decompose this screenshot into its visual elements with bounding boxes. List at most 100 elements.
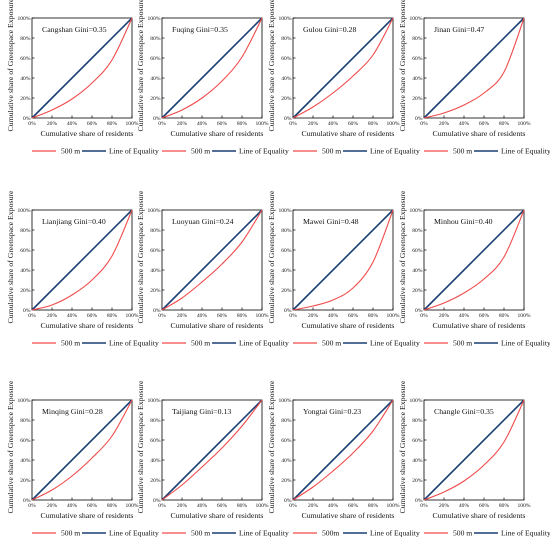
y-tick-label: 0% bbox=[415, 498, 423, 504]
plot-frame bbox=[161, 209, 263, 311]
x-tick-label: 100% bbox=[255, 313, 268, 319]
x-tick-label: 20% bbox=[308, 313, 319, 319]
chart-panel: 0%0% 20% 20% 40% 40% 60% 60% 80% 80% 100% 100% Chan… bbox=[398, 380, 550, 538]
legend-label-equality: Line of Equality bbox=[109, 529, 159, 538]
plot-frame bbox=[292, 399, 394, 501]
y-tick-label: 80% bbox=[412, 36, 423, 42]
plot-frame bbox=[31, 17, 133, 119]
legend-label-500m: 500 m bbox=[191, 147, 210, 156]
x-tick-label: 80% bbox=[237, 313, 248, 319]
y-tick-label: 80% bbox=[150, 36, 161, 42]
x-tick-label: 20% bbox=[177, 121, 188, 127]
lorenz-curve-500m bbox=[292, 209, 394, 311]
legend-label-equality: Line of Equality bbox=[239, 529, 289, 538]
line-of-equality bbox=[161, 209, 263, 311]
y-tick-label: 20% bbox=[20, 288, 31, 294]
y-tick-label: 60% bbox=[412, 56, 423, 62]
x-axis-label: Cumulative share of residents bbox=[302, 321, 395, 330]
x-tick-label: 60% bbox=[217, 503, 228, 509]
y-tick-label: 0% bbox=[153, 116, 161, 122]
legend-label-500m: 500 m bbox=[453, 529, 472, 538]
x-axis-label: Cumulative share of residents bbox=[433, 129, 526, 138]
y-tick-label: 60% bbox=[281, 56, 292, 62]
x-axis-label: Cumulative share of residents bbox=[171, 511, 264, 520]
x-tick-label: 100% bbox=[386, 121, 399, 127]
panel-title: Gulou Gini=0.28 bbox=[303, 25, 356, 34]
x-tick-label: 0% bbox=[289, 121, 297, 127]
legend-label-500m: 500 m bbox=[61, 339, 80, 348]
x-tick-label: 20% bbox=[177, 503, 188, 509]
lorenz-curve-500m bbox=[423, 17, 525, 119]
chart-panel: 0%0% 20% 20% 40% 40% 60% 60% 80% 80% 100% 100% Jina… bbox=[398, 0, 550, 156]
x-tick-label: 0% bbox=[158, 503, 166, 509]
y-axis-label: Cumulative share of Greenspace Exposure bbox=[6, 190, 15, 323]
legend-label-equality: Line of Equality bbox=[239, 339, 289, 348]
chart-panel: 0%0%20%20%40%40%60%60%80%80%100%100%Mawe… bbox=[267, 190, 420, 348]
line-of-equality bbox=[292, 399, 394, 501]
legend-label-equality: Line of Equality bbox=[370, 147, 420, 156]
legend-label-500m: 500 m bbox=[61, 147, 80, 156]
y-tick-label: 0% bbox=[415, 116, 423, 122]
x-tick-label: 80% bbox=[499, 121, 510, 127]
y-axis-label: Cumulative share of Greenspace Exposure bbox=[136, 380, 145, 513]
x-axis-label: Cumulative share of residents bbox=[302, 511, 395, 520]
x-axis-label: Cumulative share of residents bbox=[41, 129, 134, 138]
y-axis-label: Cumulative share of Greenspace Exposure bbox=[398, 190, 407, 323]
legend-label-equality: Line of Equality bbox=[501, 339, 550, 348]
y-axis-label: Cumulative share of Greenspace Exposure bbox=[136, 190, 145, 323]
line-of-equality bbox=[31, 17, 133, 119]
x-tick-label: 100% bbox=[517, 313, 530, 319]
legend-label-equality: Line of Equality bbox=[501, 529, 550, 538]
lorenz-curve-500m bbox=[31, 209, 133, 311]
legend-label-500m: 500 m bbox=[61, 529, 80, 538]
y-tick-label: 20% bbox=[20, 96, 31, 102]
legend-label-equality: Line of Equality bbox=[109, 147, 159, 156]
lorenz-curve-500m bbox=[423, 209, 525, 311]
lorenz-curve-500m bbox=[31, 17, 133, 119]
panel-title: Luoyuan Gini=0.24 bbox=[172, 217, 234, 226]
legend-label-equality: Line of Equality bbox=[370, 339, 420, 348]
y-tick-label: 20% bbox=[412, 288, 423, 294]
y-tick-label: 0% bbox=[153, 308, 161, 314]
y-tick-label: 0% bbox=[23, 498, 31, 504]
lorenz-curve-500m bbox=[423, 399, 525, 501]
y-tick-label: 80% bbox=[20, 418, 31, 424]
line-of-equality bbox=[161, 399, 263, 501]
panel-title: Yongtai Gini=0.23 bbox=[303, 407, 361, 416]
y-tick-label: 60% bbox=[281, 438, 292, 444]
panel-title: Mawei Gini=0.48 bbox=[303, 217, 359, 226]
legend-label-500m: 500 m bbox=[322, 339, 341, 348]
y-tick-label: 100% bbox=[278, 208, 291, 214]
y-tick-label: 40% bbox=[150, 458, 161, 464]
x-tick-label: 80% bbox=[107, 313, 118, 319]
y-tick-label: 20% bbox=[150, 96, 161, 102]
panel-title: Jinan Gini=0.47 bbox=[434, 25, 484, 34]
x-tick-label: 60% bbox=[479, 503, 490, 509]
y-axis-label: Cumulative share of Greenspace Exposure bbox=[267, 0, 276, 131]
x-axis-label: Cumulative share of residents bbox=[41, 321, 134, 330]
legend-label-equality: Line of Equality bbox=[370, 529, 420, 538]
plot-frame bbox=[161, 17, 263, 119]
x-tick-label: 100% bbox=[386, 313, 399, 319]
y-tick-label: 40% bbox=[412, 76, 423, 82]
y-tick-label: 40% bbox=[412, 268, 423, 274]
legend-label-equality: Line of Equality bbox=[109, 339, 159, 348]
x-axis-label: Cumulative share of residents bbox=[302, 129, 395, 138]
x-tick-label: 100% bbox=[125, 121, 138, 127]
legend-label-equality: Line of Equality bbox=[501, 147, 550, 156]
chart-panel: 0%0%20%20%40%40%60%60%80%80%100%100%Cang… bbox=[6, 0, 159, 156]
x-axis-label: Cumulative share of residents bbox=[171, 321, 264, 330]
lorenz-curve-500m bbox=[31, 399, 133, 501]
y-tick-label: 80% bbox=[281, 418, 292, 424]
x-tick-label: 20% bbox=[439, 313, 450, 319]
y-tick-label: 100% bbox=[147, 16, 160, 22]
y-tick-label: 40% bbox=[281, 458, 292, 464]
x-tick-label: 0% bbox=[28, 503, 36, 509]
x-tick-label: 100% bbox=[125, 503, 138, 509]
y-tick-label: 100% bbox=[409, 16, 422, 22]
y-tick-label: 0% bbox=[23, 308, 31, 314]
y-tick-label: 60% bbox=[150, 438, 161, 444]
x-tick-label: 0% bbox=[420, 313, 428, 319]
y-tick-label: 40% bbox=[281, 76, 292, 82]
y-tick-label: 20% bbox=[281, 96, 292, 102]
